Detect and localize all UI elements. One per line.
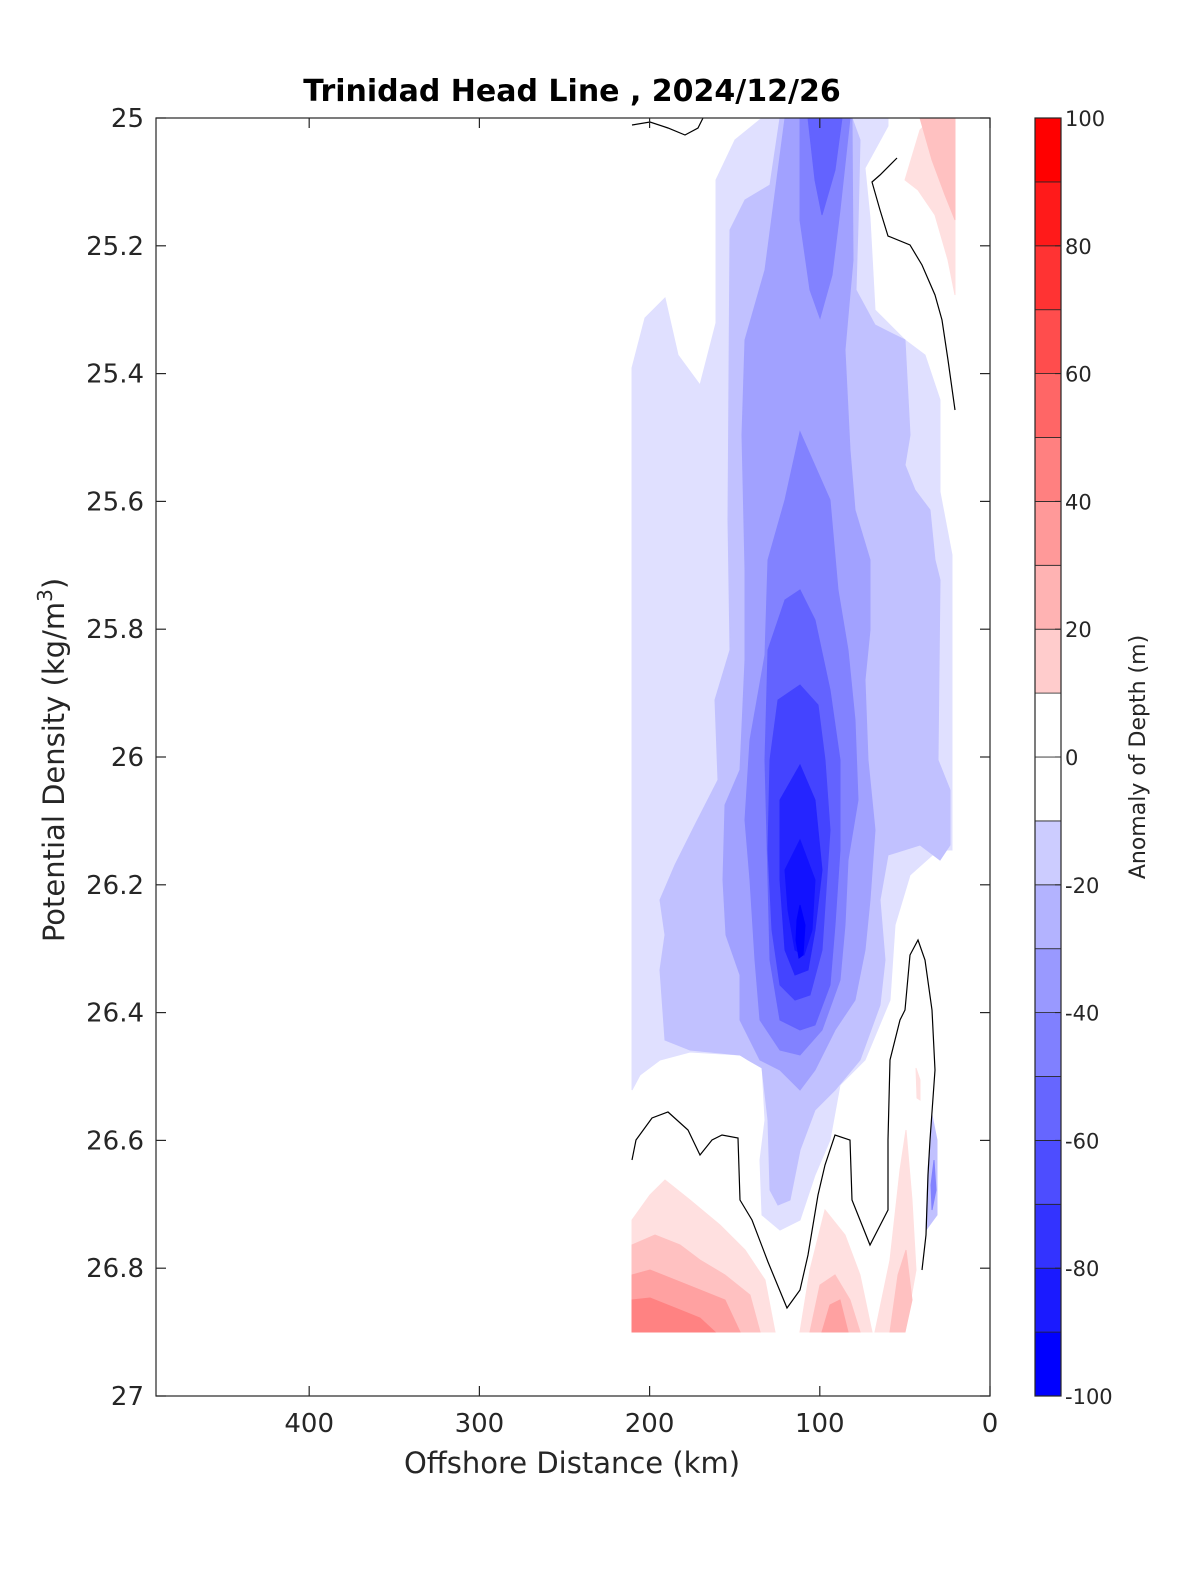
colorbar-segment bbox=[1034, 564, 1062, 630]
colorbar-segment bbox=[1034, 820, 1062, 886]
x-tick-label: 200 bbox=[625, 1409, 675, 1439]
x-tick-label: 300 bbox=[455, 1409, 505, 1439]
colorbar-segment bbox=[1034, 884, 1062, 950]
y-tick-label: 27 bbox=[111, 1382, 144, 1412]
contour-band bbox=[919, 118, 956, 221]
y-axis-ticks: 25 25.2 25.4 25.6 25.8 26 26.2 26.4 26.6 26.8 27 bbox=[86, 104, 990, 1412]
colorbar-segment bbox=[1034, 628, 1062, 694]
colorbar-segment bbox=[1034, 756, 1062, 822]
colorbar-segment bbox=[1034, 309, 1062, 375]
zero-contour-lines bbox=[631, 118, 956, 1310]
colorbar-tick-label: 80 bbox=[1065, 235, 1092, 259]
colorbar-tick-label: -20 bbox=[1065, 874, 1099, 898]
y-tick-label: 25.4 bbox=[86, 360, 144, 390]
contour-band bbox=[631, 1297, 717, 1333]
colorbar-tick-label: 60 bbox=[1065, 363, 1092, 387]
colorbar-segment bbox=[1034, 373, 1062, 438]
colorbar-segment bbox=[1034, 1331, 1062, 1397]
colorbar-tick-label: -80 bbox=[1065, 1257, 1099, 1281]
y-tick-label: 25.2 bbox=[86, 232, 144, 262]
x-tick-label: 400 bbox=[284, 1409, 334, 1439]
zero-contour bbox=[871, 157, 956, 411]
colorbar-segment bbox=[1034, 1140, 1062, 1205]
x-tick-label: 100 bbox=[795, 1409, 845, 1439]
y-tick-label: 26.2 bbox=[86, 871, 144, 901]
colorbar: 100 80 60 40 20 0 -20 -40 -60 -80 -100 bbox=[1034, 107, 1113, 1409]
y-tick-label: 25 bbox=[111, 104, 144, 134]
colorbar-segment bbox=[1034, 117, 1062, 183]
colorbar-segment bbox=[1034, 437, 1062, 502]
x-tick-label: 0 bbox=[982, 1409, 999, 1439]
colorbar-tick-label: 100 bbox=[1065, 107, 1105, 131]
y-axis-label-superscript: 3 bbox=[33, 589, 57, 602]
contour-band bbox=[784, 838, 816, 956]
colorbar-segment bbox=[1034, 692, 1062, 758]
colorbar-tick-label: -100 bbox=[1065, 1385, 1113, 1409]
colorbar-segment bbox=[1034, 948, 1062, 1014]
colorbar-tick-label: 40 bbox=[1065, 490, 1092, 514]
y-tick-label: 25.8 bbox=[86, 615, 144, 645]
colorbar-segment bbox=[1034, 245, 1062, 311]
colorbar-segment bbox=[1034, 1267, 1062, 1333]
colorbar-segment bbox=[1034, 500, 1062, 566]
y-axis-label: Potential Density (kg/m3) bbox=[33, 578, 71, 942]
contour-band bbox=[889, 1249, 913, 1333]
colorbar-tick-label: -60 bbox=[1065, 1129, 1099, 1153]
x-axis-label: Offshore Distance (km) bbox=[404, 1446, 740, 1480]
contour-fill bbox=[631, 118, 956, 1333]
contour-band bbox=[795, 904, 806, 959]
y-tick-label: 26.4 bbox=[86, 999, 144, 1029]
chart-title: Trinidad Head Line , 2024/12/26 bbox=[303, 74, 840, 109]
y-axis-label-main: Potential Density (kg/m bbox=[37, 602, 71, 942]
contour-band bbox=[799, 118, 851, 320]
x-axis-ticks: 400 300 200 100 0 bbox=[284, 118, 998, 1439]
y-axis-label-end: ) bbox=[37, 578, 71, 589]
contour-band bbox=[807, 118, 843, 216]
colorbar-tick-label: 0 bbox=[1065, 746, 1078, 770]
zero-contour bbox=[631, 938, 936, 1310]
y-tick-label: 26 bbox=[111, 743, 144, 773]
contour-band bbox=[915, 1067, 921, 1101]
y-tick-label: 25.6 bbox=[86, 487, 144, 517]
colorbar-segment bbox=[1034, 1076, 1062, 1141]
contour-band bbox=[821, 1299, 849, 1333]
colorbar-tick-label: 20 bbox=[1065, 618, 1092, 642]
colorbar-tick-label: -40 bbox=[1065, 1002, 1099, 1026]
colorbar-segment bbox=[1034, 1012, 1062, 1077]
y-tick-label: 26.8 bbox=[86, 1254, 144, 1284]
colorbar-segment bbox=[1034, 1203, 1062, 1269]
contour-band bbox=[930, 1159, 937, 1211]
colorbar-label: Anomaly of Depth (m) bbox=[1126, 635, 1151, 879]
zero-contour bbox=[631, 118, 704, 136]
colorbar-segment bbox=[1034, 181, 1062, 247]
y-tick-label: 26.6 bbox=[86, 1126, 144, 1156]
